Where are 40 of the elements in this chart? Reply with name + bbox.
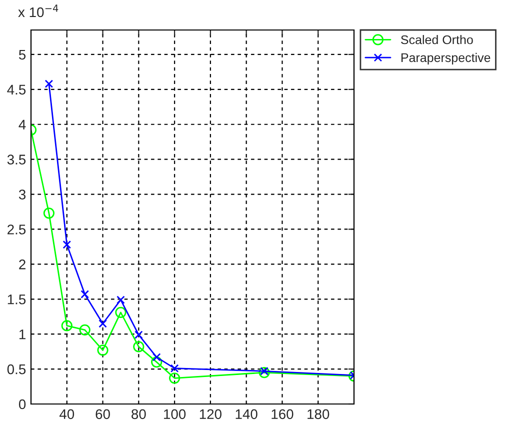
point: [133, 341, 144, 352]
x-tick-label: 140: [236, 409, 258, 420]
point: [116, 296, 125, 304]
x-tick-label: 180: [308, 409, 330, 420]
point: [169, 372, 180, 384]
legend-label: Paraperspective: [401, 52, 490, 65]
point: [258, 366, 270, 378]
text: x 10$^{−4}$: [18, 4, 58, 18]
legend-label: Scaled Ortho: [401, 35, 473, 44]
y-tick-label: 2: [19, 260, 26, 270]
x-tick-label: 60: [96, 409, 110, 420]
x-tick-label: 80: [132, 409, 146, 420]
x-tick-label: 120: [200, 409, 222, 420]
point: [98, 319, 107, 328]
point: [134, 330, 143, 339]
point: [152, 352, 161, 362]
point: [170, 364, 179, 373]
y-tick-label: 1: [19, 330, 26, 340]
point: [115, 306, 126, 318]
y-tick-label: 3.5: [7, 154, 26, 164]
point: [151, 356, 162, 368]
point: [260, 366, 268, 376]
point: [62, 240, 72, 249]
y-tick-label: 5: [18, 50, 26, 60]
point: [61, 320, 72, 332]
y-tick-label: 2.5: [8, 224, 26, 234]
point: [43, 208, 54, 219]
y-tick-label: 0: [18, 399, 26, 410]
x-tick-label: 160: [272, 409, 294, 420]
x-tick-label: 40: [59, 409, 74, 420]
point: [44, 80, 54, 88]
y-tick-label: 4: [18, 120, 26, 130]
point: [79, 324, 90, 336]
y-tick-label: 0.5: [7, 364, 26, 374]
y-tick-label: 1.5: [8, 294, 26, 304]
x-tick-label: 100: [164, 409, 186, 420]
y-tick-label: 4.5: [7, 84, 26, 95]
point: [80, 290, 89, 298]
y-tick-label: 3: [18, 190, 26, 200]
point: [97, 344, 108, 356]
